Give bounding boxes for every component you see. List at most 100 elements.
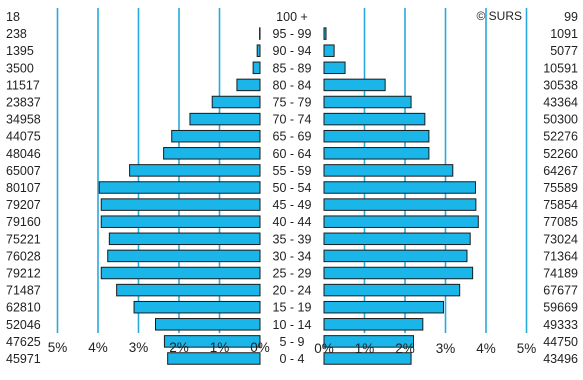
x-tick-right-4: 4%: [476, 341, 496, 356]
age-label-12: 40 - 44: [273, 215, 312, 229]
bar-left-10: [98, 181, 261, 194]
count-right-17: 59669: [543, 301, 578, 315]
age-label-5: 75 - 79: [273, 96, 312, 110]
age-label-15: 25 - 29: [273, 267, 312, 281]
bar-right-2: [323, 44, 335, 57]
bar-right-1: [323, 27, 327, 40]
count-right-4: 30538: [543, 78, 578, 92]
bar-left-2: [256, 44, 261, 57]
count-right-0: 99: [564, 10, 578, 24]
age-label-8: 60 - 64: [273, 147, 312, 161]
age-label-1: 95 - 99: [273, 27, 312, 41]
bar-left-5: [211, 95, 261, 109]
x-tick-left-2: 3%: [129, 340, 149, 355]
bar-left-20: [167, 352, 261, 365]
x-tick-right-2: 2%: [395, 341, 415, 356]
bar-right-18: [323, 318, 424, 331]
count-left-20: 45971: [6, 352, 41, 366]
bar-left-7: [171, 129, 261, 143]
count-right-15: 74189: [543, 267, 578, 281]
bar-left-15: [100, 266, 261, 280]
x-tick-right-0: 0%: [314, 341, 334, 356]
count-right-11: 75854: [543, 198, 578, 212]
bar-right-7: [323, 129, 430, 143]
bar-left-14: [107, 249, 261, 263]
age-label-6: 70 - 74: [273, 113, 312, 127]
bar-left-6: [189, 112, 261, 126]
watermark: © SURS: [476, 9, 522, 23]
age-label-0: 100 +: [276, 10, 308, 24]
bar-right-20: [323, 352, 412, 365]
x-tick-left-4: 1%: [210, 340, 230, 355]
x-tick-right-3: 3%: [436, 341, 456, 356]
count-right-9: 64267: [543, 164, 578, 178]
count-left-16: 71487: [6, 284, 41, 298]
age-label-11: 45 - 49: [273, 198, 312, 212]
age-label-19: 5 - 9: [279, 335, 304, 349]
count-right-3: 10591: [543, 61, 578, 75]
bar-right-8: [323, 147, 430, 160]
bar-left-3: [252, 61, 261, 75]
count-left-11: 79207: [6, 198, 41, 212]
bar-right-15: [323, 266, 474, 280]
count-left-4: 11517: [6, 78, 40, 92]
count-right-16: 67677: [543, 284, 578, 298]
count-right-14: 71364: [543, 249, 578, 263]
bar-right-9: [323, 164, 454, 177]
count-left-17: 62810: [6, 301, 41, 315]
x-tick-right-5: 5%: [517, 341, 537, 356]
age-label-2: 90 - 94: [273, 44, 312, 58]
bar-left-18: [155, 318, 261, 331]
count-left-19: 47625: [6, 335, 41, 349]
x-tick-left-1: 4%: [88, 340, 108, 355]
bar-right-4: [323, 78, 386, 92]
bar-left-8: [163, 147, 261, 160]
age-label-16: 20 - 24: [273, 284, 312, 298]
bar-right-12: [323, 215, 479, 228]
age-label-3: 85 - 89: [273, 61, 312, 75]
bar-left-19: [163, 335, 261, 348]
labels: 100 + 18 99 95 - 99 238 1091 90 - 94 1395 5077 85…: [6, 10, 578, 366]
bar-right-5: [323, 95, 412, 109]
bar-right-13: [323, 232, 471, 246]
age-label-14: 30 - 34: [273, 249, 312, 263]
count-left-10: 80107: [6, 181, 41, 195]
bar-right-11: [323, 198, 477, 211]
count-left-1: 238: [6, 27, 27, 41]
count-right-13: 73024: [543, 232, 578, 246]
age-label-13: 35 - 39: [273, 232, 312, 246]
count-right-7: 52276: [543, 130, 578, 144]
age-label-10: 50 - 54: [273, 181, 312, 195]
count-right-10: 75589: [543, 181, 578, 195]
age-label-9: 55 - 59: [273, 164, 312, 178]
count-left-13: 75221: [6, 232, 41, 246]
bar-left-16: [116, 283, 261, 297]
count-right-20: 43496: [543, 352, 578, 366]
bar-right-16: [323, 283, 461, 297]
bar-left-17: [133, 300, 261, 314]
age-label-4: 80 - 84: [273, 78, 312, 92]
count-left-18: 52046: [6, 318, 41, 332]
count-left-3: 3500: [6, 61, 34, 75]
count-left-2: 1395: [6, 44, 34, 58]
count-right-12: 77085: [543, 215, 578, 229]
count-left-6: 34958: [6, 113, 41, 127]
age-label-7: 65 - 69: [273, 130, 312, 144]
x-tick-left-3: 2%: [169, 340, 189, 355]
bar-left-11: [100, 198, 261, 211]
count-right-8: 52260: [543, 147, 578, 161]
count-left-12: 79160: [6, 215, 41, 229]
bar-left-13: [108, 232, 261, 246]
bar-left-12: [100, 215, 261, 228]
count-right-5: 43364: [543, 96, 578, 110]
count-left-8: 48046: [6, 147, 41, 161]
age-label-17: 15 - 19: [273, 301, 312, 315]
bar-right-19: [323, 335, 415, 348]
bar-left-4: [236, 78, 261, 92]
bar-left-9: [129, 164, 261, 177]
count-left-9: 65007: [6, 164, 41, 178]
age-label-18: 10 - 14: [273, 318, 312, 332]
count-right-2: 5077: [550, 44, 578, 58]
count-left-15: 79212: [6, 267, 41, 281]
